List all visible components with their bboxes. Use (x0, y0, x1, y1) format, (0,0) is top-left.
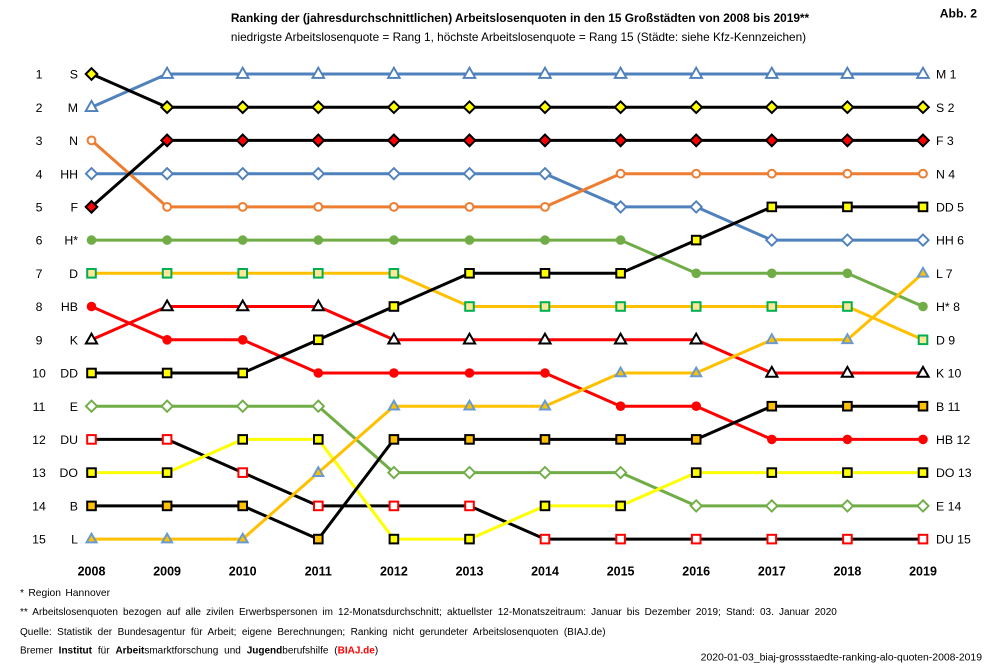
svg-text:M 1: M 1 (936, 68, 957, 82)
svg-text:DO: DO (60, 466, 78, 480)
svg-text:DD 5: DD 5 (936, 201, 964, 215)
svg-text:Ranking der (jahresdurchschnit: Ranking der (jahresdurchschnittlichen) A… (231, 11, 810, 25)
svg-text:9: 9 (36, 333, 43, 347)
svg-text:E: E (70, 400, 78, 414)
svg-text:Quelle: Statistik der Bundesag: Quelle: Statistik der Bundesagentur für … (20, 627, 606, 638)
svg-text:K 10: K 10 (936, 367, 961, 381)
svg-text:14: 14 (32, 500, 46, 514)
svg-text:11: 11 (33, 400, 46, 414)
svg-text:L: L (71, 533, 78, 547)
svg-text:2012: 2012 (380, 564, 408, 578)
svg-text:4: 4 (36, 167, 43, 181)
svg-text:2019: 2019 (909, 564, 937, 578)
svg-text:F 3: F 3 (936, 134, 954, 148)
svg-text:E 14: E 14 (936, 500, 961, 514)
svg-text:8: 8 (36, 300, 43, 314)
svg-text:2017: 2017 (758, 564, 786, 578)
svg-text:12: 12 (32, 433, 46, 447)
svg-text:L 7: L 7 (936, 267, 953, 281)
svg-text:2008: 2008 (78, 564, 106, 578)
svg-text:2: 2 (36, 101, 43, 115)
svg-text:N 4: N 4 (936, 167, 955, 181)
svg-text:N: N (69, 134, 78, 148)
svg-text:2015: 2015 (607, 564, 635, 578)
svg-text:15: 15 (32, 533, 46, 547)
svg-text:H*: H* (64, 234, 78, 248)
svg-text:DO 13: DO 13 (936, 466, 972, 480)
svg-text:Abb. 2: Abb. 2 (940, 7, 977, 21)
svg-text:HH: HH (60, 167, 78, 181)
svg-text:2010: 2010 (229, 564, 257, 578)
svg-text:2018: 2018 (833, 564, 861, 578)
svg-text:HH 6: HH 6 (936, 234, 964, 248)
svg-text:2020-01-03_biaj-grossstaedte-r: 2020-01-03_biaj-grossstaedte-ranking-alo… (701, 652, 983, 663)
svg-text:1: 1 (36, 68, 43, 82)
svg-text:S 2: S 2 (936, 101, 955, 115)
svg-text:* Region Hannover: * Region Hannover (20, 588, 111, 599)
svg-text:7: 7 (36, 267, 43, 281)
svg-text:H* 8: H* 8 (936, 300, 960, 314)
svg-text:** Arbeitslosenquoten bezogen: ** Arbeitslosenquoten bezogen auf alle z… (20, 607, 837, 618)
svg-text:B 11: B 11 (936, 400, 961, 414)
svg-text:HB: HB (61, 300, 78, 314)
svg-text:2011: 2011 (305, 564, 332, 578)
svg-text:2013: 2013 (456, 564, 484, 578)
svg-text:13: 13 (32, 466, 46, 480)
svg-text:10: 10 (32, 367, 46, 381)
svg-text:K: K (70, 333, 79, 347)
svg-text:D 9: D 9 (936, 333, 955, 347)
svg-text:5: 5 (36, 201, 43, 215)
svg-text:B: B (70, 500, 78, 514)
svg-text:6: 6 (36, 234, 43, 248)
svg-text:S: S (70, 68, 78, 82)
svg-text:HB 12: HB 12 (936, 433, 970, 447)
svg-text:2009: 2009 (153, 564, 181, 578)
svg-text:DD: DD (60, 367, 78, 381)
svg-text:2014: 2014 (531, 564, 559, 578)
svg-text:DU: DU (60, 433, 78, 447)
svg-text:D: D (69, 267, 78, 281)
svg-text:Bremer Institut für Arbeitsmar: Bremer Institut für Arbeitsmarktforschun… (20, 646, 378, 657)
svg-text:niedrigste Arbeitslosenquote =: niedrigste Arbeitslosenquote = Rang 1, h… (231, 30, 806, 44)
svg-text:F: F (70, 201, 78, 215)
svg-text:2016: 2016 (682, 564, 710, 578)
svg-text:3: 3 (36, 134, 43, 148)
svg-text:DU 15: DU 15 (936, 533, 971, 547)
svg-text:M: M (68, 101, 78, 115)
